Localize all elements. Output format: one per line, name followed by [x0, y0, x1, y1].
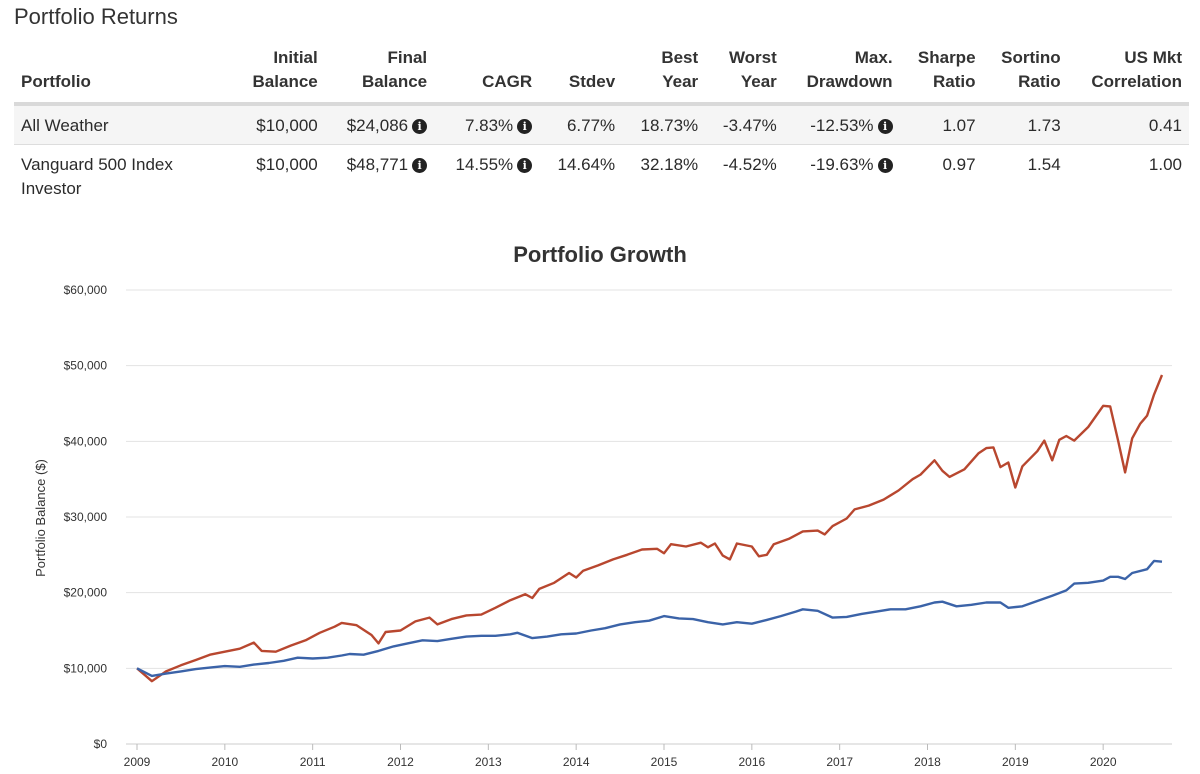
- cell-sharpe-ratio: 1.07: [899, 104, 983, 145]
- y-tick-label: $30,000: [64, 510, 108, 524]
- cell-sortino-ratio: 1.73: [982, 104, 1068, 145]
- col-header-initial-balance[interactable]: Initial Balance: [233, 44, 325, 106]
- cell-final-balance: $24,086 i: [324, 104, 435, 145]
- cell-cagr: 7.83% i: [434, 104, 540, 145]
- series-lines: [136, 374, 1164, 683]
- col-header-worst-year[interactable]: Worst Year: [705, 44, 784, 106]
- y-axis-title: Portfolio Balance ($): [33, 459, 48, 577]
- y-tick-label: $40,000: [64, 434, 108, 448]
- cell-best-year: 32.18%: [640, 155, 699, 174]
- col-header-portfolio[interactable]: Portfolio: [14, 44, 233, 106]
- col-header-final-balance[interactable]: Final Balance: [324, 44, 435, 106]
- y-tick-label: $0: [94, 737, 108, 751]
- portfolio-returns-table: Portfolio Initial Balance Final Balance CA…: [14, 44, 1189, 203]
- cell-initial-balance: $10,000: [256, 155, 318, 174]
- cell-max-drawdown: -19.63% i: [784, 145, 900, 204]
- table-row: All Weather $10,000 $24,086 i 7.83% i 6.77…: [14, 104, 1189, 145]
- cell-sharpe-ratio: 0.97: [942, 155, 976, 174]
- info-circle-icon[interactable]: i: [517, 158, 533, 173]
- cell-us-mkt-correlation: 0.41: [1067, 104, 1189, 145]
- x-tick-label: 2018: [914, 755, 941, 769]
- cell-worst-year: -4.52%: [722, 155, 777, 174]
- section-title: Portfolio Returns: [14, 4, 178, 29]
- cell-cagr: 14.55% i: [434, 145, 539, 204]
- col-header-max-drawdown[interactable]: Max. Drawdown: [783, 44, 900, 106]
- col-header-stdev[interactable]: Stdev: [539, 44, 623, 106]
- info-circle-icon[interactable]: i: [877, 119, 893, 134]
- cell-worst-year: -3.47%: [705, 104, 784, 145]
- x-tick-label: 2011: [300, 755, 326, 769]
- cell-max-drawdown: -12.53% i: [783, 104, 900, 145]
- y-tick-label: $10,000: [64, 661, 108, 675]
- chart-title: Portfolio Growth: [513, 242, 687, 267]
- series-line-2: [136, 559, 1163, 678]
- y-axis: $0 $10,000 $20,000 $30,000 $40,000 $50,000 $60…: [64, 283, 108, 751]
- x-tick-label: 2019: [1002, 755, 1029, 769]
- portfolio-growth-chart: Portfolio Growth Portfolio Balance ($) 2…: [33, 242, 1172, 769]
- col-header-sharpe-ratio[interactable]: Sharpe Ratio: [899, 44, 983, 106]
- x-tick-label: 2017: [826, 755, 853, 769]
- col-header-cagr[interactable]: CAGR: [434, 44, 540, 106]
- x-tick-label: 2015: [651, 755, 678, 769]
- x-tick-label: 2013: [475, 755, 502, 769]
- cell-portfolio: All Weather: [14, 104, 233, 145]
- col-header-us-mkt-correlation[interactable]: US Mkt Correlation: [1067, 44, 1189, 106]
- info-circle-icon[interactable]: i: [412, 158, 428, 173]
- y-tick-label: $20,000: [64, 586, 108, 600]
- cell-initial-balance: $10,000: [233, 104, 325, 145]
- series-line-1: [136, 374, 1164, 683]
- table-header-row: Portfolio Initial Balance Final Balance CA…: [14, 44, 1189, 106]
- x-tick-label: 2010: [211, 755, 238, 769]
- info-circle-icon[interactable]: i: [877, 158, 893, 173]
- cell-stdev: 6.77%: [539, 104, 623, 145]
- cell-portfolio: Vanguard 500 Index Investor: [21, 155, 173, 198]
- x-tick-label: 2009: [124, 755, 151, 769]
- col-header-sortino-ratio[interactable]: Sortino Ratio: [982, 44, 1068, 106]
- x-tick-label: 2014: [563, 755, 590, 769]
- cell-best-year: 18.73%: [622, 104, 706, 145]
- x-tick-label: 2012: [387, 755, 414, 769]
- y-tick-label: $60,000: [64, 283, 108, 297]
- y-tick-label: $50,000: [64, 359, 108, 373]
- info-circle-icon[interactable]: i: [412, 119, 428, 134]
- gridlines: [126, 289, 1172, 745]
- x-axis: 2009 2010 2011 2012 2013 2014 2015 2016 2017 2018…: [124, 743, 1172, 769]
- info-circle-icon[interactable]: i: [517, 119, 533, 134]
- cell-final-balance: $48,771 i: [325, 145, 434, 204]
- cell-us-mkt-correlation: 1.00: [1148, 155, 1182, 174]
- cell-sortino-ratio: 1.54: [1027, 155, 1061, 174]
- x-tick-label: 2016: [738, 755, 765, 769]
- x-tick-label: 2020: [1090, 755, 1117, 769]
- col-header-best-year[interactable]: Best Year: [622, 44, 706, 106]
- table-row: Vanguard 500 Index Investor $10,000 $48,…: [14, 145, 1189, 204]
- cell-stdev: 14.64%: [557, 155, 616, 174]
